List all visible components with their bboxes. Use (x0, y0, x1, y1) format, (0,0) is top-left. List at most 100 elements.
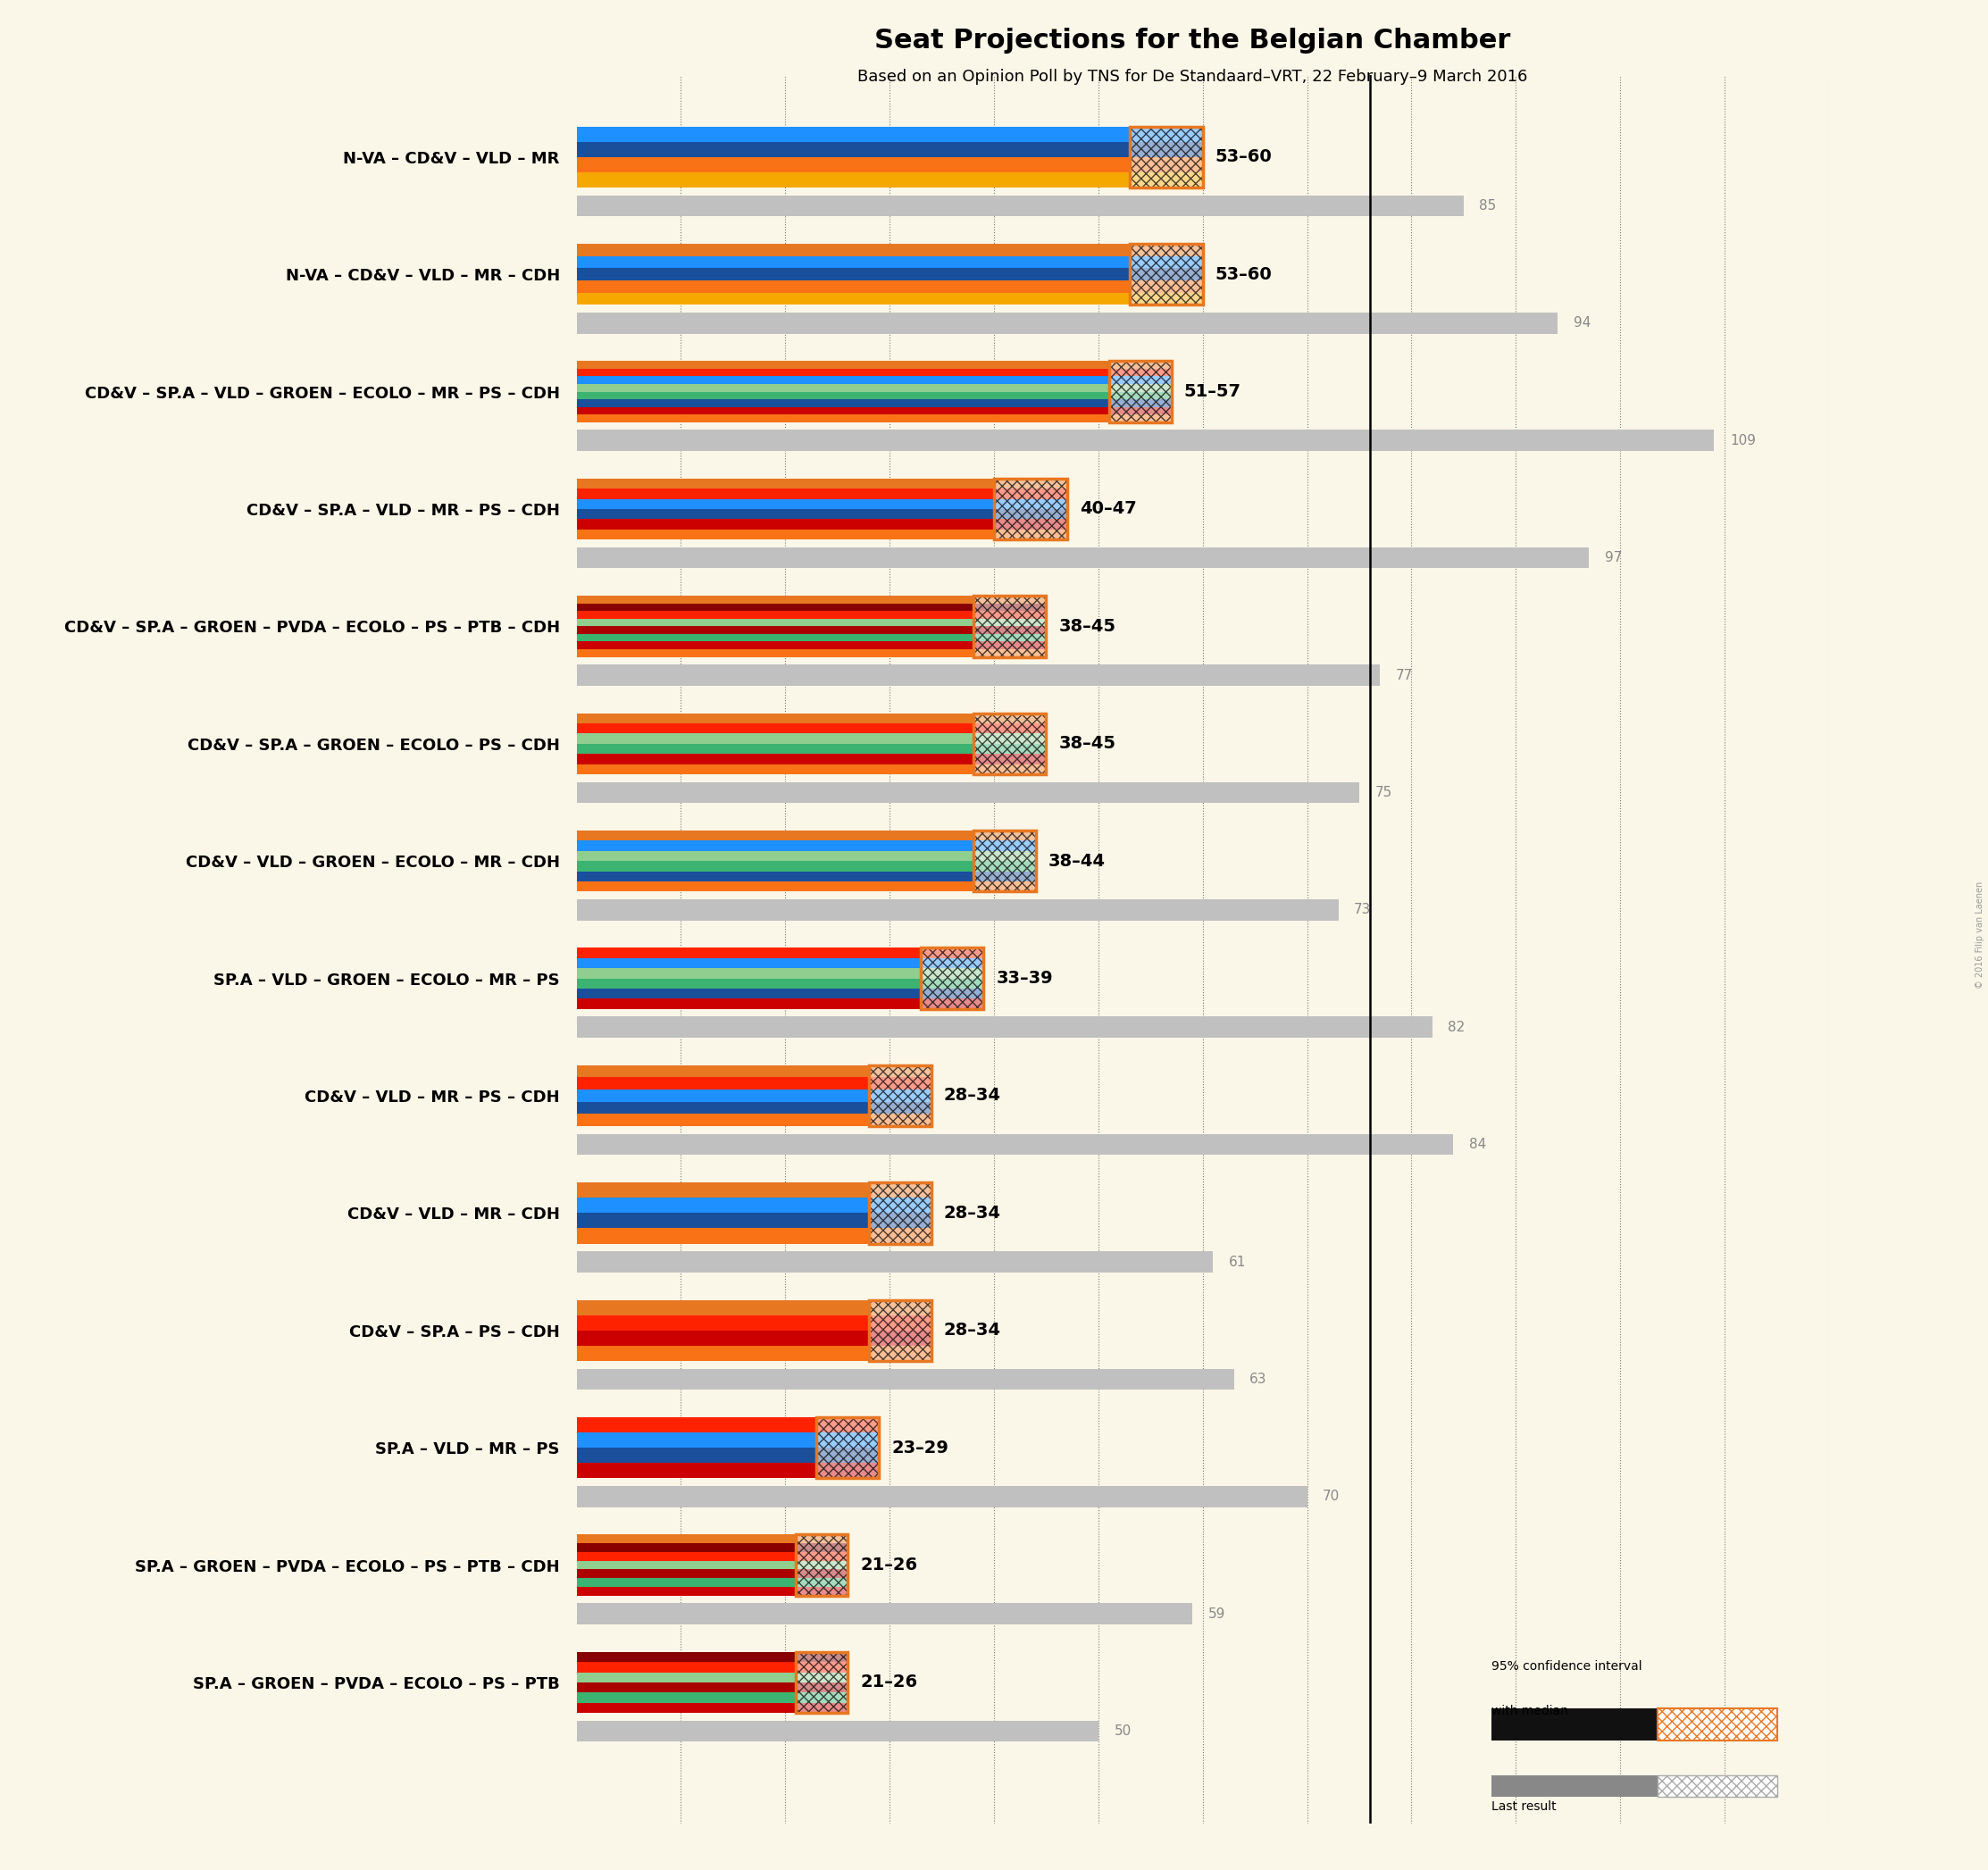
Bar (577, 641, 1046, 649)
Bar (577, 243, 1203, 256)
Bar (817, 1417, 879, 1479)
Bar (974, 712, 1046, 774)
Bar (577, 1692, 847, 1704)
Bar (869, 1066, 930, 1126)
Bar (974, 830, 1036, 892)
Bar (577, 733, 1046, 744)
Text: 53–60: 53–60 (1215, 266, 1272, 282)
Text: 38–45: 38–45 (1060, 617, 1115, 634)
Bar (974, 712, 1046, 774)
Bar (577, 1214, 930, 1229)
Bar (869, 1182, 930, 1244)
Bar (577, 479, 1068, 488)
Bar (577, 782, 1360, 802)
Bar (577, 1300, 930, 1315)
Bar (577, 256, 1203, 267)
Text: 95% confidence interval: 95% confidence interval (1491, 1661, 1642, 1674)
Bar (869, 1066, 930, 1126)
Bar (577, 1199, 930, 1214)
Bar (994, 479, 1068, 539)
Bar (577, 1535, 847, 1543)
Text: 85: 85 (1479, 198, 1497, 213)
Text: 28–34: 28–34 (944, 1322, 1002, 1339)
Bar (577, 1662, 847, 1672)
Bar (577, 1588, 847, 1595)
Text: 21–26: 21–26 (861, 1674, 918, 1690)
Bar (577, 1229, 930, 1244)
Bar (577, 1251, 1213, 1272)
Bar (1658, 1709, 1777, 1741)
Bar (577, 999, 984, 1010)
Text: 50: 50 (1113, 1724, 1131, 1737)
Bar (577, 157, 1203, 172)
Text: 38–44: 38–44 (1048, 853, 1105, 870)
Text: 28–34: 28–34 (944, 1204, 1002, 1221)
Bar (1109, 361, 1171, 423)
Bar (577, 509, 1068, 520)
Bar (577, 1462, 879, 1479)
Bar (920, 948, 984, 1010)
Bar (920, 948, 984, 1010)
Bar (974, 830, 1036, 892)
Bar (1129, 243, 1203, 305)
Bar (577, 851, 1036, 860)
Bar (577, 899, 1338, 920)
Bar (577, 1346, 930, 1361)
Bar (795, 1651, 849, 1713)
Bar (1109, 361, 1171, 423)
Text: 63: 63 (1250, 1373, 1266, 1386)
Bar (577, 842, 1036, 851)
Bar (974, 597, 1046, 656)
Text: © 2016 Filip van Laenen: © 2016 Filip van Laenen (1976, 881, 1984, 989)
Bar (577, 765, 1046, 774)
Bar (577, 957, 984, 969)
Bar (577, 712, 1046, 724)
Bar (577, 127, 1203, 142)
Text: Last result: Last result (1491, 1801, 1557, 1814)
Bar (577, 1651, 847, 1662)
Bar (1129, 127, 1203, 187)
Bar (577, 172, 1203, 187)
Bar (795, 1651, 849, 1713)
Bar (577, 520, 1068, 529)
Bar (577, 1704, 847, 1713)
Text: 40–47: 40–47 (1079, 501, 1137, 518)
Bar (795, 1535, 849, 1595)
Bar (869, 1300, 930, 1361)
Bar (577, 280, 1203, 292)
Text: 51–57: 51–57 (1185, 383, 1241, 400)
Bar (994, 479, 1068, 539)
Text: 82: 82 (1447, 1021, 1465, 1034)
Bar (577, 548, 1588, 568)
Bar (577, 597, 1046, 604)
Text: 59: 59 (1209, 1606, 1225, 1621)
Bar (577, 267, 1203, 280)
Bar (577, 194, 1463, 217)
Text: 28–34: 28–34 (944, 1086, 1002, 1103)
Text: 77: 77 (1396, 668, 1413, 683)
Bar (1491, 1709, 1658, 1741)
Bar (577, 830, 1036, 841)
Bar (577, 488, 1068, 499)
Bar (577, 1066, 930, 1077)
Bar (577, 1432, 879, 1447)
Bar (577, 415, 1171, 423)
Bar (577, 619, 1046, 626)
Bar (869, 1300, 930, 1361)
Bar (577, 499, 1068, 509)
Text: 84: 84 (1469, 1137, 1487, 1152)
Text: Seat Projections for the Belgian Chamber: Seat Projections for the Belgian Chamber (875, 28, 1511, 54)
Bar (577, 408, 1171, 415)
Bar (577, 142, 1203, 157)
Text: Based on an Opinion Poll by TNS for De Standaard–VRT, 22 February–9 March 2016: Based on an Opinion Poll by TNS for De S… (857, 69, 1529, 86)
Text: 38–45: 38–45 (1060, 735, 1115, 752)
Bar (869, 1066, 930, 1126)
Bar (1129, 243, 1203, 305)
Bar (577, 1672, 847, 1683)
Bar (577, 312, 1559, 333)
Bar (974, 712, 1046, 774)
Bar (974, 830, 1036, 892)
Bar (577, 664, 1380, 686)
Bar (994, 479, 1068, 539)
Bar (577, 881, 1036, 892)
